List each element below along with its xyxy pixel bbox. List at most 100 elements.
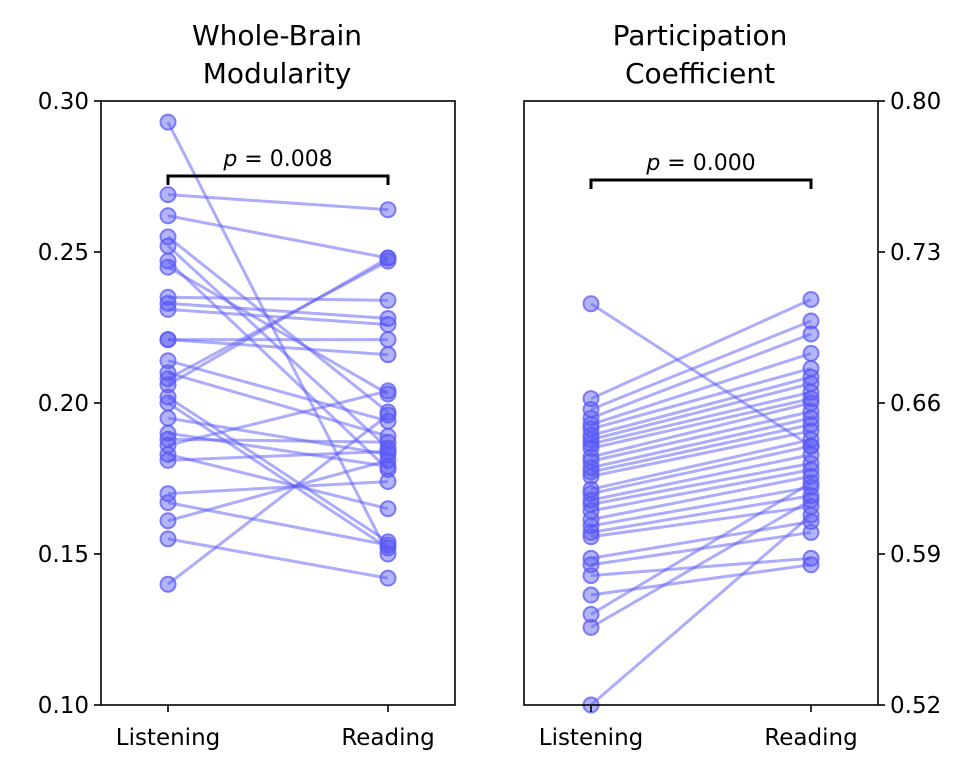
y-tick-label: 0.52	[890, 693, 941, 719]
data-point	[802, 390, 820, 408]
paired-line	[167, 395, 389, 544]
data-point	[159, 409, 177, 427]
paired-line	[590, 390, 812, 446]
data-point	[379, 315, 397, 333]
y-tick-label: 0.66	[890, 391, 941, 417]
data-point	[379, 201, 397, 219]
paired-line	[590, 423, 812, 474]
y-tick-label: 0.25	[38, 240, 89, 266]
paired-line	[590, 397, 812, 450]
paired-line	[590, 429, 812, 478]
paired-line	[590, 367, 812, 431]
data-point	[159, 207, 177, 225]
data-point	[379, 545, 397, 563]
panel-title-line-1: Whole-Brain	[192, 19, 362, 52]
x-tick-label: Listening	[116, 725, 221, 751]
data-point	[159, 113, 177, 131]
paired-line	[590, 481, 812, 616]
data-point	[802, 474, 820, 492]
panel-modularity: Whole-Brain Modularity 0.10 0.15 0.20 0.25 0…	[38, 19, 456, 751]
data-point	[379, 291, 397, 309]
data-point	[159, 494, 177, 512]
data-point	[582, 459, 600, 477]
data-point	[379, 406, 397, 424]
axes-frame	[523, 100, 879, 706]
data-point	[159, 228, 177, 246]
data-point	[379, 382, 397, 400]
data-point	[379, 536, 397, 554]
paired-line	[590, 461, 812, 506]
p-value-label: p = 0.000	[645, 151, 755, 176]
y-tick-label: 0.59	[890, 542, 941, 568]
paired-line	[590, 416, 812, 470]
data-point	[802, 523, 820, 541]
paired-line	[590, 453, 812, 502]
data-point	[159, 294, 177, 312]
paired-line	[590, 485, 812, 528]
paired-line	[167, 265, 389, 396]
paired-line	[167, 307, 389, 326]
panel-title-line-1: Participation	[613, 19, 788, 52]
data-point	[802, 461, 820, 479]
data-point	[159, 424, 177, 442]
data-point	[582, 618, 600, 636]
data-point	[582, 510, 600, 528]
data-point	[159, 352, 177, 370]
data-point	[582, 463, 600, 481]
paired-line	[590, 410, 812, 463]
data-point	[802, 325, 820, 343]
significance-bracket	[166, 174, 390, 185]
y-tick-label: 0.73	[890, 240, 941, 266]
y-tick-label: 0.15	[38, 542, 89, 568]
paired-line	[590, 319, 812, 411]
data-point	[582, 431, 600, 449]
paired-line	[167, 449, 389, 462]
y-tick-label: 0.30	[38, 89, 89, 115]
paired-line	[590, 505, 812, 539]
data-point	[802, 344, 820, 362]
paired-line	[590, 498, 812, 629]
data-point	[802, 437, 820, 455]
data-point	[802, 556, 820, 574]
data-point	[379, 500, 397, 518]
data-point	[802, 549, 820, 567]
paired-line	[167, 452, 389, 511]
data-point	[159, 512, 177, 530]
paired-line	[590, 375, 812, 437]
paired-line	[590, 520, 812, 560]
data-point	[159, 445, 177, 463]
paired-line	[590, 514, 812, 707]
data-point	[802, 506, 820, 524]
data-point	[582, 605, 600, 623]
data-point	[802, 491, 820, 509]
paired-line	[167, 416, 389, 456]
x-tick-label: Listening	[539, 725, 644, 751]
data-point	[159, 258, 177, 276]
paired-line	[167, 537, 389, 580]
paired-line	[590, 563, 812, 597]
paired-line	[167, 389, 389, 447]
paired-line	[590, 474, 812, 521]
data-point	[159, 370, 177, 388]
paired-line	[167, 295, 389, 302]
paired-line	[167, 458, 389, 523]
data-point	[159, 575, 177, 593]
paired-line	[590, 401, 812, 459]
data-point	[159, 252, 177, 270]
paired-line	[590, 298, 812, 401]
data-point	[379, 331, 397, 349]
data-point	[802, 478, 820, 496]
paired-line	[167, 359, 389, 423]
data-point	[582, 523, 600, 541]
data-point	[582, 586, 600, 604]
paired-line	[167, 214, 389, 260]
data-point	[582, 295, 600, 313]
y-tick-label: 0.80	[890, 89, 941, 115]
paired-line	[167, 235, 389, 414]
paired-line	[590, 494, 812, 534]
panel-participation: Participation Coefficient 0.52 0.59 0.66 0.…	[523, 19, 941, 751]
data-point	[379, 346, 397, 364]
data-point	[379, 309, 397, 327]
paired-line	[167, 501, 389, 547]
